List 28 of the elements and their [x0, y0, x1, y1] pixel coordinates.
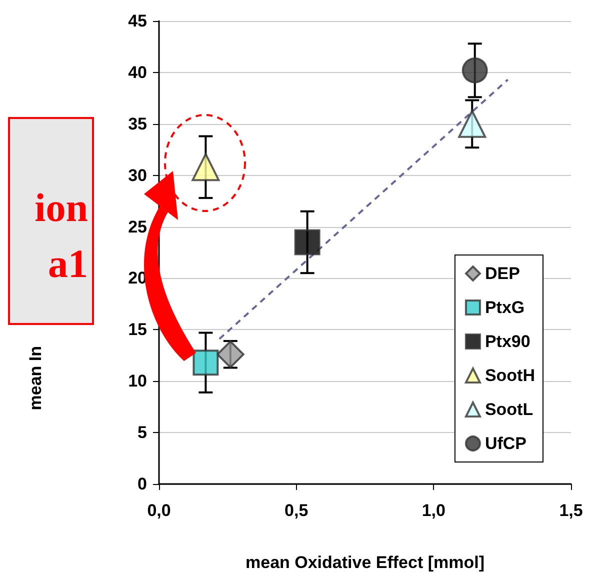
text: ion: [34, 184, 89, 232]
x-axis-title: mean Oxidative Effect [mmol]: [245, 553, 485, 572]
point: [192, 350, 219, 376]
legend-label: PtxG: [484, 298, 525, 317]
y-tick-label: 15: [128, 320, 147, 340]
y-tick-label: 35: [128, 114, 147, 134]
legend-label: Ptx90: [484, 332, 530, 351]
legend-label: SootL: [484, 400, 534, 419]
y-tick-label: 30: [128, 166, 147, 185]
point: [462, 57, 488, 84]
y-tick-label: 40: [128, 62, 147, 82]
y-axis-title: mean In: [26, 346, 46, 410]
point: [216, 340, 244, 368]
legend-label: UfCP: [484, 434, 527, 453]
y-tick-label: 45: [128, 12, 147, 30]
y-tick-label: 25: [128, 217, 147, 236]
x-tick-label: 1,0: [422, 501, 446, 520]
legend-label: DEP: [484, 264, 520, 283]
y-tick-label: 5: [138, 423, 147, 442]
text: a1: [48, 240, 89, 288]
legend-label: SootH: [484, 366, 535, 385]
point: [458, 110, 486, 138]
x-tick-label: 0,5: [284, 501, 308, 520]
y-tick-label: 0: [138, 474, 147, 494]
x-tick-label: 0,0: [147, 501, 171, 520]
x-tick-label: 1,5: [559, 501, 583, 520]
y-tick-label: 10: [128, 372, 147, 391]
point: [294, 229, 320, 256]
